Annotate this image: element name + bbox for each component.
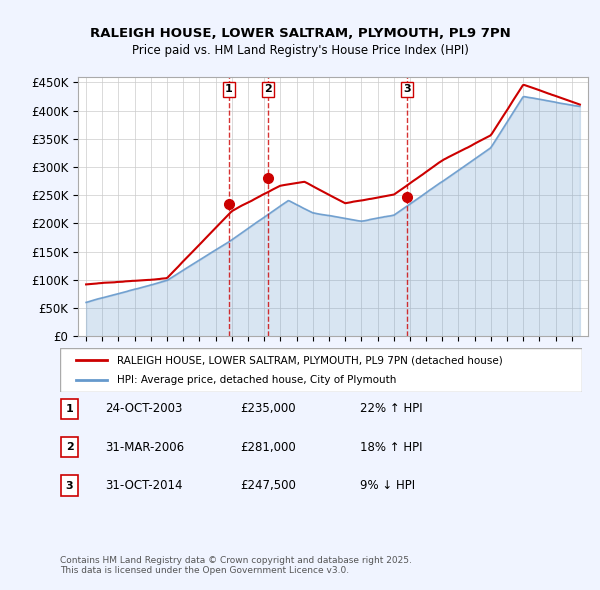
Text: HPI: Average price, detached house, City of Plymouth: HPI: Average price, detached house, City… [118,375,397,385]
Text: £281,000: £281,000 [240,441,296,454]
Text: 9% ↓ HPI: 9% ↓ HPI [360,479,415,492]
Text: RALEIGH HOUSE, LOWER SALTRAM, PLYMOUTH, PL9 7PN: RALEIGH HOUSE, LOWER SALTRAM, PLYMOUTH, … [89,27,511,40]
Text: RALEIGH HOUSE, LOWER SALTRAM, PLYMOUTH, PL9 7PN (detached house): RALEIGH HOUSE, LOWER SALTRAM, PLYMOUTH, … [118,356,503,365]
FancyBboxPatch shape [61,437,78,457]
Text: 2: 2 [66,442,73,452]
FancyBboxPatch shape [60,348,582,392]
Text: 18% ↑ HPI: 18% ↑ HPI [360,441,422,454]
Text: 2: 2 [265,84,272,94]
Text: 1: 1 [66,404,73,414]
Text: 31-OCT-2014: 31-OCT-2014 [105,479,182,492]
FancyBboxPatch shape [61,476,78,496]
Text: £247,500: £247,500 [240,479,296,492]
Text: 3: 3 [403,84,411,94]
Text: 24-OCT-2003: 24-OCT-2003 [105,402,182,415]
Text: 3: 3 [66,481,73,490]
Text: Price paid vs. HM Land Registry's House Price Index (HPI): Price paid vs. HM Land Registry's House … [131,44,469,57]
Text: Contains HM Land Registry data © Crown copyright and database right 2025.
This d: Contains HM Land Registry data © Crown c… [60,556,412,575]
Text: £235,000: £235,000 [240,402,296,415]
Text: 31-MAR-2006: 31-MAR-2006 [105,441,184,454]
Text: 1: 1 [225,84,233,94]
Text: 22% ↑ HPI: 22% ↑ HPI [360,402,422,415]
FancyBboxPatch shape [61,399,78,419]
